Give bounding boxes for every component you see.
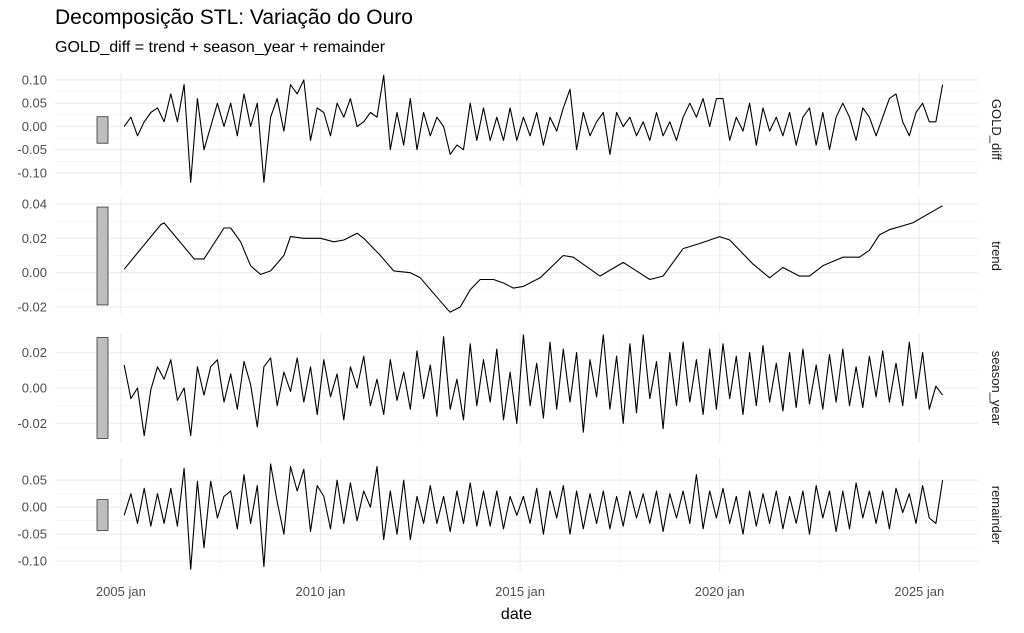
y-tick-label: 0.00 — [22, 381, 47, 396]
y-tick-label: -0.02 — [17, 416, 47, 431]
x-tick-label: 2025 jan — [894, 584, 944, 599]
scale-bar — [96, 206, 109, 306]
x-tick-label: 2010 jan — [296, 584, 346, 599]
y-tick-label: 0.05 — [22, 96, 47, 111]
y-tick-label: -0.10 — [17, 165, 47, 180]
y-tick-label: -0.05 — [17, 527, 47, 542]
panel-strip-label: season_year — [989, 351, 1004, 426]
y-tick-label: 0.02 — [22, 231, 47, 246]
panel-strip-label: trend — [989, 241, 1004, 271]
panel-strip-label: GOLD_diff — [989, 99, 1004, 161]
series-line-trend — [123, 205, 943, 313]
panel-strip-label: remainder — [989, 486, 1004, 545]
x-tick-label: 2005 jan — [96, 584, 146, 599]
y-tick-label: -0.02 — [17, 299, 47, 314]
y-tick-label: 0.02 — [22, 345, 47, 360]
y-tick-label: -0.05 — [17, 142, 47, 157]
y-tick-label: 0.00 — [22, 500, 47, 515]
y-tick-label: 0.00 — [22, 265, 47, 280]
scale-bar — [96, 337, 109, 439]
y-tick-label: 0.00 — [22, 119, 47, 134]
chart-title: Decomposição STL: Variação do Ouro — [55, 6, 413, 29]
chart-subtitle: GOLD_diff = trend + season_year + remain… — [55, 39, 386, 56]
x-axis-label: date — [501, 606, 532, 623]
series-line-season-year — [123, 334, 944, 437]
y-tick-label: 0.05 — [22, 473, 47, 488]
y-tick-label: -0.10 — [17, 554, 47, 569]
series-line-remainder — [123, 463, 944, 570]
y-tick-label: 0.10 — [22, 72, 47, 87]
y-tick-label: 0.04 — [22, 196, 47, 211]
scale-bar — [96, 116, 109, 144]
x-tick-label: 2020 jan — [695, 584, 745, 599]
series-line-gold-diff — [123, 74, 944, 183]
scale-bar — [96, 499, 109, 531]
x-tick-label: 2015 jan — [495, 584, 545, 599]
